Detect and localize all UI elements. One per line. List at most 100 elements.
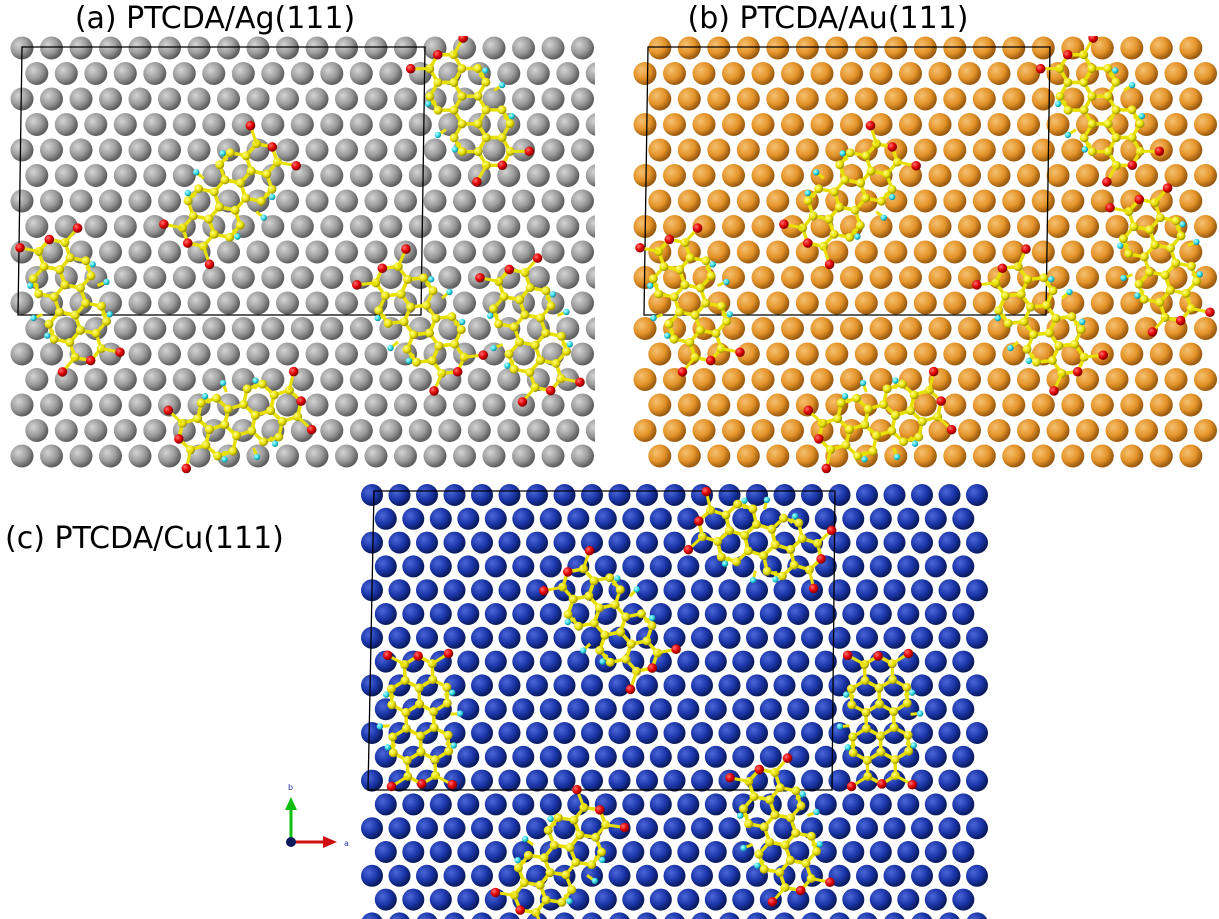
hydrogen-atom	[592, 878, 598, 884]
hydrogen-atom	[599, 658, 605, 664]
substrate-atom	[732, 746, 754, 768]
substrate-atom	[691, 912, 713, 919]
substrate-atom	[394, 88, 417, 111]
oxygen-atom	[267, 142, 277, 152]
carbon-atom	[877, 197, 886, 206]
substrate-atom	[276, 241, 299, 264]
substrate-atom	[512, 190, 535, 213]
hydrogen-atom	[647, 282, 653, 288]
substrate-atom	[966, 484, 988, 506]
substrate-atom	[483, 445, 506, 468]
substrate-atom	[774, 484, 796, 506]
hydrogen-atom	[219, 150, 225, 156]
oxygen-atom	[678, 367, 688, 377]
substrate-atom	[897, 841, 919, 863]
carbon-atom	[744, 546, 753, 555]
hydrogen-atom	[861, 456, 867, 462]
substrate-atom	[796, 292, 819, 315]
carbon-atom	[494, 319, 503, 328]
carbon-atom	[642, 636, 651, 645]
substrate-atom	[471, 722, 493, 744]
carbon-atom	[267, 185, 276, 194]
substrate-atom	[691, 770, 713, 792]
substrate-atom	[732, 651, 754, 673]
oxygen-atom	[45, 235, 55, 245]
substrate-atom	[943, 241, 966, 264]
substrate-atom	[781, 368, 804, 391]
carbon-atom	[1029, 330, 1038, 339]
substrate-atom	[1091, 394, 1114, 417]
substrate-atom	[526, 770, 548, 792]
substrate-atom	[737, 139, 760, 162]
carbon-atom	[403, 345, 412, 354]
substrate-atom	[678, 37, 701, 60]
carbon-atom	[1055, 92, 1064, 101]
carbon-atom	[506, 119, 515, 128]
oxygen-atom	[478, 350, 488, 360]
substrate-atom	[678, 190, 701, 213]
oxygen-atom	[296, 396, 306, 406]
substrate-atom	[375, 603, 397, 625]
carbon-atom	[760, 865, 769, 874]
carbon-atom	[210, 230, 219, 239]
substrate-atom	[732, 603, 754, 625]
substrate-atom	[693, 113, 716, 136]
substrate-atom	[114, 419, 137, 442]
substrate-atom	[842, 508, 864, 530]
substrate-atom	[634, 113, 657, 136]
hydrogen-atom	[741, 497, 747, 503]
oxygen-atom	[183, 238, 193, 248]
oxygen-atom	[684, 545, 694, 555]
substrate-atom	[84, 419, 107, 442]
carbon-atom	[862, 724, 871, 733]
hydrogen-atom	[499, 82, 505, 88]
substrate-atom	[158, 343, 181, 366]
substrate-atom	[365, 190, 388, 213]
substrate-atom	[99, 37, 122, 60]
substrate-atom	[526, 627, 548, 649]
carbon-atom	[1087, 92, 1096, 101]
carbon-atom	[888, 675, 897, 684]
carbon-atom	[1128, 133, 1137, 142]
hydrogen-atom	[449, 689, 455, 695]
carbon-atom	[92, 329, 101, 338]
substrate-atom	[276, 343, 299, 366]
hydrogen-atom	[1193, 239, 1199, 245]
substrate-atom	[609, 770, 631, 792]
oxygen-atom	[822, 464, 832, 474]
substrate-atom	[856, 627, 878, 649]
substrate-atom	[732, 698, 754, 720]
carbon-atom	[914, 433, 923, 442]
carbon-atom	[864, 405, 873, 414]
substrate-atom	[25, 419, 48, 442]
carbon-atom	[571, 858, 580, 867]
carbon-atom	[71, 311, 80, 320]
substrate-atom	[416, 484, 438, 506]
substrate-atom	[586, 266, 609, 289]
carbon-atom	[861, 676, 870, 685]
substrate-atom	[499, 484, 521, 506]
substrate-atom	[760, 603, 782, 625]
hydrogen-atom	[1129, 82, 1135, 88]
substrate-atom	[911, 532, 933, 554]
carbon-atom	[856, 178, 865, 187]
substrate-atom	[870, 508, 892, 530]
substrate-atom	[691, 817, 713, 839]
substrate-atom	[842, 841, 864, 863]
carbon-atom	[536, 313, 545, 322]
substrate-atom	[526, 484, 548, 506]
substrate-atom	[1017, 419, 1040, 442]
carbon-atom	[879, 400, 888, 409]
substrate-atom	[842, 555, 864, 577]
carbon-atom	[1166, 286, 1175, 295]
substrate-atom	[571, 37, 594, 60]
substrate-atom	[966, 579, 988, 601]
substrate-atom	[929, 62, 952, 85]
substrate-atom	[691, 579, 713, 601]
substrate-atom	[914, 292, 937, 315]
substrate-atom	[402, 508, 424, 530]
substrate-atom	[1194, 113, 1217, 136]
carbon-atom	[552, 359, 561, 368]
hydrogen-atom	[566, 898, 572, 904]
substrate-atom	[276, 37, 299, 60]
